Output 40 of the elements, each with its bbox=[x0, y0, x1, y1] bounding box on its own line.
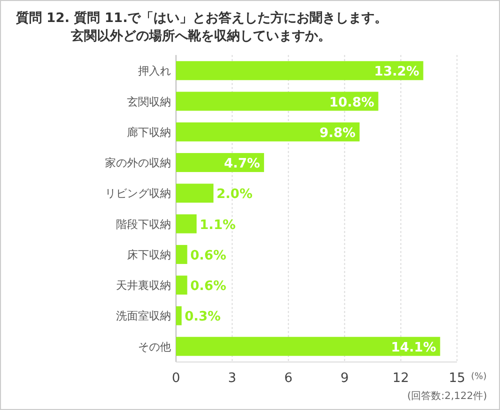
y-tick-label: 押入れ bbox=[138, 64, 171, 78]
data-label: 14.1% bbox=[391, 340, 436, 356]
y-tick-label: リビング収納 bbox=[105, 187, 171, 200]
y-tick-label: 家の外の収納 bbox=[105, 156, 171, 170]
bar bbox=[176, 336, 440, 356]
bar bbox=[176, 214, 197, 234]
x-tick-label: 9 bbox=[340, 371, 349, 386]
chart-subtitle: 玄関以外どの場所へ靴を収納していますか。 bbox=[70, 28, 331, 44]
data-label: 0.6% bbox=[190, 279, 226, 294]
bar bbox=[176, 122, 360, 142]
y-tick-label: 階段下収納 bbox=[116, 218, 171, 231]
x-tick-label: 0 bbox=[172, 371, 180, 386]
text: (回答数:2,122件) bbox=[407, 390, 488, 402]
x-tick-label: 12 bbox=[392, 371, 410, 386]
data-label: 2.0% bbox=[216, 187, 253, 202]
data-label: 0.3% bbox=[184, 310, 221, 325]
y-tick-label: 玄関収納 bbox=[127, 95, 171, 108]
data-label: 10.8% bbox=[329, 95, 374, 110]
bar bbox=[176, 184, 214, 203]
bar bbox=[176, 61, 424, 80]
x-tick-label: 6 bbox=[284, 371, 293, 386]
y-tick-label: 天井裏収納 bbox=[116, 279, 171, 292]
data-label: 9.8% bbox=[320, 126, 356, 141]
bar bbox=[176, 244, 188, 264]
data-label: 0.6% bbox=[190, 248, 226, 264]
bar bbox=[176, 276, 188, 295]
chart-title: 質問 12. 質問 11.で「はい」とお答えした方にお聞きします。 bbox=[15, 10, 388, 26]
y-tick-label: 廊下収納 bbox=[127, 126, 171, 139]
y-tick-label: 洗面室収納 bbox=[116, 310, 171, 323]
data-label: 4.7% bbox=[224, 156, 260, 172]
y-tick-label: 床下収納 bbox=[127, 248, 171, 262]
bar bbox=[176, 92, 378, 111]
x-axis-title: (%) bbox=[471, 372, 487, 382]
bar bbox=[176, 306, 182, 326]
bar bbox=[176, 153, 264, 172]
data-label: 1.1% bbox=[200, 218, 236, 233]
x-tick-label: 15 bbox=[448, 371, 466, 386]
x-tick-label: 3 bbox=[228, 371, 236, 386]
y-tick-label: その他 bbox=[138, 340, 171, 354]
data-label: 13.2% bbox=[374, 64, 420, 80]
